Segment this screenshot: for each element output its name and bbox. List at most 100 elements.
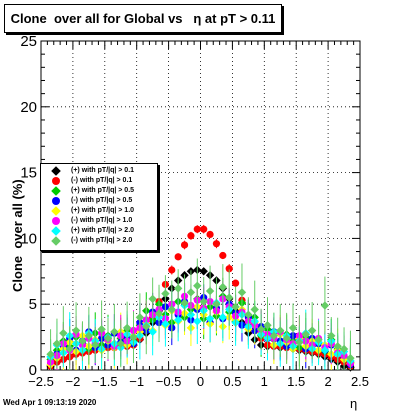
data-point [205,286,215,296]
x-tick-label: −2.5 [28,374,54,389]
x-tick-label: 1 [261,374,268,389]
data-point [320,301,330,310]
data-point [200,225,208,233]
x-tick-label: 2.5 [351,374,369,389]
legend-label: (+) with pT/|q| > 0.5 [71,187,135,194]
data-point [180,298,189,308]
data-point [282,334,291,343]
data-point [129,332,138,342]
data-point [231,279,240,287]
data-point [103,334,113,343]
data-point [91,340,100,350]
data-point [320,346,330,355]
y-tick-label: 0 [29,362,37,379]
data-point [244,310,253,319]
data-point [65,344,74,354]
data-point [122,323,132,333]
data-point [71,326,81,335]
x-tick-label: −1.5 [92,374,118,389]
legend-label: (-) with pT/|q| > 0.1 [71,177,133,184]
data-series [46,258,355,370]
data-point [212,300,221,309]
data-point [193,225,201,233]
data-point [186,288,196,297]
legend-item: (-) with pT/|q| > 0.1 [41,176,157,186]
legend-marker [51,166,61,176]
data-point [186,310,196,319]
legend-item: (-) with pT/|q| > 1.0 [41,216,157,226]
legend-label: (-) with pT/|q| > 0.5 [71,197,133,204]
data-point [205,314,215,323]
legend-marker [52,217,60,225]
data-point [231,302,240,312]
legend-marker [51,236,61,246]
chart-title: Clone over all for Global vs η at pT > 0… [4,4,282,33]
y-tick-label: 10 [20,230,37,247]
x-tick-label: −1 [129,374,144,389]
data-point [199,267,208,276]
legend-item: (-) with pT/|q| > 0.5 [41,196,157,206]
data-point [199,297,208,306]
legend-item: (+) with pT/|q| > 1.0 [41,206,157,216]
data-point [97,325,106,334]
data-point [212,240,221,248]
data-point [148,294,157,304]
y-tick-label: 20 [20,99,37,116]
data-point [206,230,214,239]
data-point [339,344,349,354]
data-point [263,321,272,330]
data-point [116,339,125,348]
data-point [135,313,145,322]
legend-item: (+) with pT/|q| > 0.1 [41,166,157,176]
x-tick-label: 1.5 [287,374,305,389]
x-tick-label: 0 [197,374,204,389]
data-point [250,305,259,314]
data-point [218,282,228,292]
data-point [193,281,202,290]
data-point [148,327,157,337]
legend: (+) with pT/|q| > 0.1 (-) with pT/|q| > … [40,163,158,251]
legend-item: (+) with pT/|q| > 2.0 [41,226,157,236]
data-point [225,265,233,273]
x-tick-label: −2 [65,374,80,389]
data-point [219,251,227,260]
data-point [46,350,55,359]
legend-marker [51,206,61,216]
legend-marker [51,226,61,236]
data-point [110,327,119,337]
y-tick-label: 15 [20,165,37,182]
x-axis-label: η [350,396,358,411]
data-point [314,335,323,344]
data-point [161,289,170,298]
y-tick-label: 25 [20,33,37,50]
data-point [161,319,170,329]
data-point [256,325,266,334]
data-point [142,322,151,331]
legend-item: (+) with pT/|q| > 0.5 [41,186,157,196]
data-point [180,241,189,249]
data-point [154,309,164,318]
legend-label: (+) with pT/|q| > 2.0 [71,227,135,234]
x-tick-label: 0.5 [223,374,241,389]
data-point [288,323,298,333]
data-point [225,293,234,302]
data-point [173,284,183,293]
data-point [269,331,279,340]
data-point [174,253,182,261]
y-tick-label: 5 [29,296,37,313]
legend-item: (-) with pT/|q| > 2.0 [41,236,157,246]
legend-label: (+) with pT/|q| > 1.0 [71,207,135,214]
data-point [78,336,87,346]
data-point [327,331,336,340]
data-point [295,338,304,347]
x-tick-label: 2 [324,374,331,389]
data-point [333,342,342,351]
legend-label: (-) with pT/|q| > 1.0 [71,217,133,224]
timestamp-footer: Wed Apr 1 09:13:19 2020 [3,398,97,407]
legend-marker [51,186,61,196]
data-point [168,266,176,274]
data-point [218,313,228,322]
data-point [346,353,355,363]
legend-label: (+) with pT/|q| > 0.1 [71,167,135,174]
data-point [52,339,62,348]
